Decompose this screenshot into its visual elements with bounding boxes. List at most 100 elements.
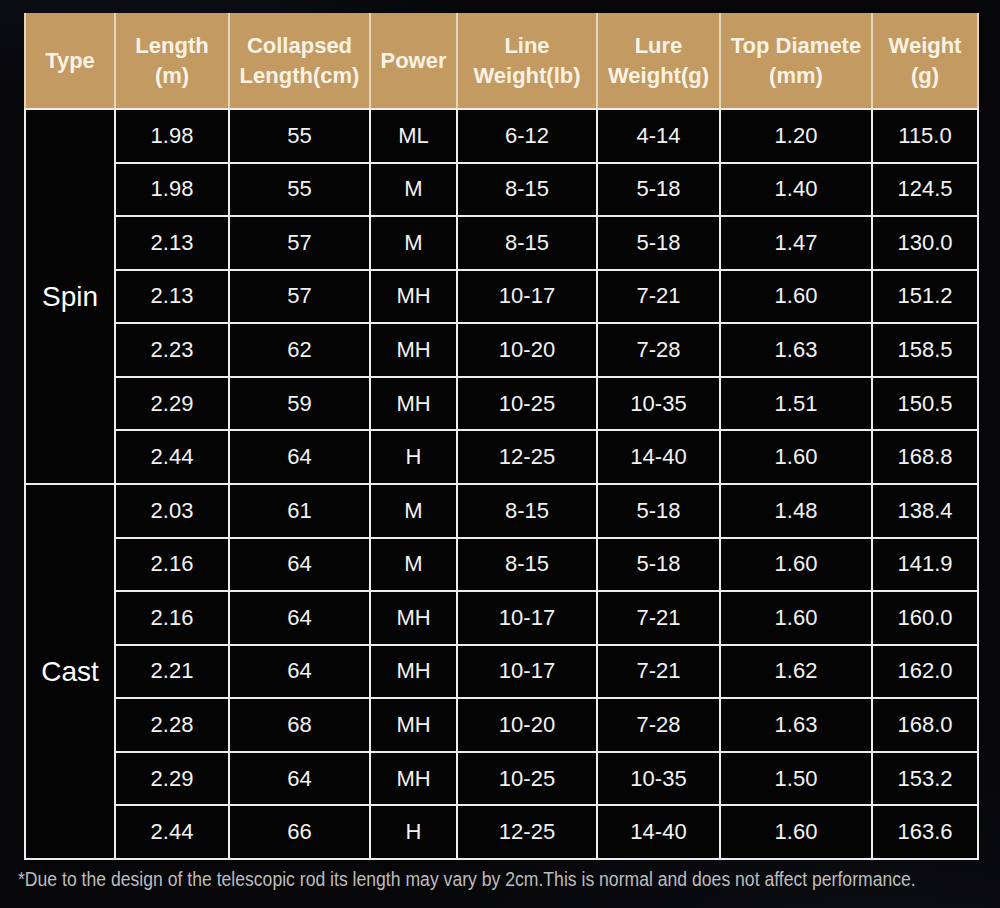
spec-cell: 5-18 [598, 164, 719, 216]
spec-cell: 10-25 [458, 753, 596, 805]
spec-cell: 1.50 [721, 753, 871, 805]
column-header: LureWeight(g) [598, 13, 719, 108]
column-header-label: Type [45, 46, 95, 76]
spec-cell: MH [371, 378, 456, 430]
column-header-sublabel: (g) [911, 61, 939, 91]
spec-cell: 14-40 [598, 806, 719, 858]
spec-cell: M [371, 539, 456, 591]
spec-cell: 2.21 [116, 646, 228, 698]
spec-cell: 6-12 [458, 110, 596, 162]
spec-cell: 158.5 [873, 324, 977, 376]
spec-cell: MH [371, 324, 456, 376]
spec-cell: 124.5 [873, 164, 977, 216]
spec-cell: 57 [230, 217, 369, 269]
spec-cell: 10-35 [598, 378, 719, 430]
spec-cell: 62 [230, 324, 369, 376]
spec-cell: ML [371, 110, 456, 162]
spec-cell: 2.29 [116, 378, 228, 430]
spec-cell: 5-18 [598, 217, 719, 269]
spec-cell: 55 [230, 164, 369, 216]
spec-cell: 168.0 [873, 699, 977, 751]
spec-cell: 7-28 [598, 699, 719, 751]
spec-cell: 12-25 [458, 806, 596, 858]
spec-cell: 2.03 [116, 485, 228, 537]
spec-cell: 1.60 [721, 592, 871, 644]
column-header-label: Line [504, 31, 549, 61]
footnote: *Due to the design of the telescopic rod… [18, 866, 916, 892]
spec-cell: 1.98 [116, 110, 228, 162]
spec-cell: 2.13 [116, 217, 228, 269]
spec-cell: 2.29 [116, 753, 228, 805]
spec-cell: 5-18 [598, 485, 719, 537]
column-header: Power [371, 13, 456, 108]
spec-cell: M [371, 217, 456, 269]
column-header: CollapsedLength(cm) [230, 13, 369, 108]
spec-cell: 1.48 [721, 485, 871, 537]
spec-cell: 10-20 [458, 699, 596, 751]
section-type-cell: Spin [26, 110, 114, 483]
spec-cell: MH [371, 271, 456, 323]
spec-cell: 10-35 [598, 753, 719, 805]
spec-cell: 64 [230, 592, 369, 644]
spec-cell: 2.44 [116, 806, 228, 858]
spec-cell: 10-17 [458, 646, 596, 698]
spec-cell: 1.98 [116, 164, 228, 216]
spec-cell: 2.28 [116, 699, 228, 751]
spec-cell: M [371, 485, 456, 537]
column-header: Type [26, 13, 114, 108]
column-header-label: Collapsed [247, 31, 352, 61]
spec-cell: 59 [230, 378, 369, 430]
spec-cell: 7-28 [598, 324, 719, 376]
column-header: LineWeight(lb) [458, 13, 596, 108]
spec-cell: 12-25 [458, 431, 596, 483]
spec-cell: 1.60 [721, 271, 871, 323]
spec-cell: 115.0 [873, 110, 977, 162]
spec-cell: 1.62 [721, 646, 871, 698]
spec-cell: 1.20 [721, 110, 871, 162]
spec-cell: 2.13 [116, 271, 228, 323]
spec-cell: 1.40 [721, 164, 871, 216]
rod-spec-sheet: TypeLength(m)CollapsedLength(cm)PowerLin… [0, 0, 1000, 908]
spec-cell: 2.23 [116, 324, 228, 376]
spec-cell: 1.63 [721, 324, 871, 376]
column-header-label: Weight [889, 31, 962, 61]
spec-cell: 57 [230, 271, 369, 323]
spec-cell: 7-21 [598, 271, 719, 323]
column-header: Weight(g) [873, 13, 977, 108]
column-header-sublabel: Weight(lb) [473, 61, 580, 91]
column-header-label: Lure [635, 31, 683, 61]
spec-cell: 14-40 [598, 431, 719, 483]
spec-cell: 1.60 [721, 806, 871, 858]
spec-cell: 8-15 [458, 217, 596, 269]
spec-cell: 64 [230, 646, 369, 698]
spec-cell: MH [371, 646, 456, 698]
spec-cell: MH [371, 699, 456, 751]
spec-cell: 1.63 [721, 699, 871, 751]
column-header: Length(m) [116, 13, 228, 108]
spec-cell: 153.2 [873, 753, 977, 805]
column-header-sublabel: (mm) [769, 61, 823, 91]
spec-cell: 64 [230, 753, 369, 805]
spec-cell: 10-17 [458, 271, 596, 323]
spec-cell: 2.16 [116, 539, 228, 591]
spec-cell: 64 [230, 539, 369, 591]
spec-cell: 138.4 [873, 485, 977, 537]
spec-cell: 7-21 [598, 592, 719, 644]
column-header: Top Diamete(mm) [721, 13, 871, 108]
column-header-sublabel: (m) [155, 61, 189, 91]
spec-cell: 163.6 [873, 806, 977, 858]
spec-cell: 150.5 [873, 378, 977, 430]
spec-table: TypeLength(m)CollapsedLength(cm)PowerLin… [24, 13, 979, 860]
spec-cell: 130.0 [873, 217, 977, 269]
spec-cell: 8-15 [458, 485, 596, 537]
spec-cell: 4-14 [598, 110, 719, 162]
spec-cell: 151.2 [873, 271, 977, 323]
spec-cell: 1.60 [721, 431, 871, 483]
column-header-sublabel: Length(cm) [240, 61, 360, 91]
spec-cell: 5-18 [598, 539, 719, 591]
section-type-cell: Cast [26, 485, 114, 858]
spec-cell: 66 [230, 806, 369, 858]
spec-cell: MH [371, 753, 456, 805]
spec-cell: 7-21 [598, 646, 719, 698]
column-header-label: Top Diamete [731, 31, 861, 61]
